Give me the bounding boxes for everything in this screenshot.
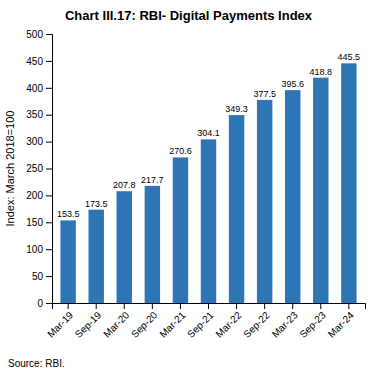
x-tick-label: Mar-24 — [326, 309, 356, 339]
data-label: 217.7 — [141, 175, 164, 185]
data-labels: 153.5 173.5 207.8 217.7 270.6 304.1 349.3 377.5… — [57, 52, 360, 219]
y-tick: 50 — [32, 271, 52, 282]
x-axis-line — [53, 304, 366, 310]
bar — [201, 139, 216, 303]
title: Chart III.17: RBI- Digital Payments Inde… — [65, 8, 313, 23]
y-axis-title: Index: March 2018=100 — [4, 111, 16, 227]
x-tick-label: Sep-21 — [185, 309, 216, 340]
y-tick-label: 250 — [26, 163, 43, 174]
x-tick: Sep-19 — [73, 303, 104, 340]
bar — [117, 191, 132, 303]
y-tick: 450 — [26, 56, 52, 67]
y-tick: 400 — [26, 83, 52, 94]
y-tick: 300 — [26, 136, 52, 147]
x-tick: Mar-23 — [270, 303, 300, 340]
y-tick-label: 200 — [26, 190, 43, 201]
chart: 153.5 173.5 207.8 217.7 270.6 304.1 349.3 377.5… — [0, 0, 377, 373]
y-tick: 100 — [26, 244, 52, 255]
x-tick-mark — [264, 303, 265, 309]
y-tick: 250 — [26, 163, 52, 174]
x-tick-mark — [208, 303, 209, 309]
data-label: 207.8 — [113, 180, 136, 190]
y-tick-label: 100 — [26, 244, 43, 255]
y-tick-label: 400 — [26, 83, 43, 94]
bar — [313, 78, 328, 303]
y-tick: 350 — [26, 109, 52, 120]
y-tick-mark — [46, 169, 52, 170]
bar — [285, 90, 300, 303]
data-label: 445.5 — [338, 52, 361, 62]
data-label: 173.5 — [85, 199, 108, 209]
x-tick: Mar-22 — [213, 303, 243, 340]
x-tick-mark — [68, 303, 69, 309]
x-tick-label: Mar-19 — [45, 309, 75, 339]
bar — [88, 210, 103, 303]
data-label: 395.6 — [281, 79, 304, 89]
x-tick-mark — [348, 303, 349, 309]
bar — [229, 115, 244, 303]
x-tick-mark — [180, 303, 181, 309]
plot: 153.5 173.5 207.8 217.7 270.6 304.1 349.3 377.5… — [26, 29, 365, 340]
y-tick-mark — [46, 195, 52, 196]
y-tick-mark — [46, 115, 52, 116]
data-label: 304.1 — [197, 128, 220, 138]
x-tick-label: Mar-23 — [270, 309, 300, 339]
bar — [145, 186, 160, 303]
bars — [60, 63, 356, 303]
source: Source: RBI. — [8, 358, 65, 369]
x-tick-label: Mar-20 — [101, 309, 131, 339]
x-tick-label: Sep-19 — [73, 309, 104, 340]
data-label: 270.6 — [169, 146, 192, 156]
x-tick: Mar-19 — [45, 303, 75, 340]
y-tick-label: 500 — [26, 29, 43, 40]
y-tick-mark — [46, 142, 52, 143]
bar — [60, 220, 75, 303]
y-axis-line — [46, 35, 53, 304]
x-tick-mark — [152, 303, 153, 309]
y-tick-label: 0 — [37, 298, 43, 309]
x-tick: Mar-24 — [326, 303, 356, 340]
x-tick: Mar-20 — [101, 303, 131, 340]
x-tick-mark — [124, 303, 125, 309]
bar — [257, 100, 272, 303]
x-tick-label: Mar-22 — [213, 309, 243, 339]
y-tick-mark — [46, 61, 52, 62]
y-tick: 150 — [26, 217, 52, 228]
x-tick-label: Sep-23 — [297, 309, 328, 340]
y-tick-mark — [46, 222, 52, 223]
y-tick: 0 — [37, 298, 52, 309]
x-tick: Sep-22 — [241, 303, 272, 340]
x-tick-mark — [236, 303, 237, 309]
x-tick-mark — [320, 303, 321, 309]
x-tick: Mar-21 — [157, 303, 187, 340]
y-tick-label: 450 — [26, 56, 43, 67]
bar — [341, 63, 356, 303]
y-tick-mark — [46, 303, 52, 304]
x-tick-label: Sep-20 — [129, 309, 160, 340]
y-tick-label: 150 — [26, 217, 43, 228]
data-label: 418.8 — [310, 67, 333, 77]
y-tick-label: 50 — [32, 271, 44, 282]
y-tick-label: 300 — [26, 136, 43, 147]
y-tick: 200 — [26, 190, 52, 201]
x-tick: Sep-21 — [185, 303, 216, 340]
data-label: 377.5 — [253, 89, 276, 99]
y-tick-mark — [46, 249, 52, 250]
x-tick: Sep-23 — [297, 303, 328, 340]
y-tick: 500 — [26, 29, 52, 40]
y-tick-label: 350 — [26, 109, 43, 120]
data-label: 349.3 — [225, 104, 248, 114]
bar — [173, 157, 188, 303]
y-tick-mark — [46, 88, 52, 89]
x-tick-mark — [292, 303, 293, 309]
x-tick-label: Sep-22 — [241, 309, 272, 340]
x-tick-label: Mar-21 — [157, 309, 187, 339]
x-axis: Mar-19Sep-19Mar-20Sep-20Mar-21Sep-21Mar-… — [45, 303, 365, 340]
y-tick-mark — [46, 34, 52, 35]
x-tick-mark — [96, 303, 97, 309]
x-tick: Sep-20 — [129, 303, 160, 340]
y-tick-mark — [46, 276, 52, 277]
data-label: 153.5 — [57, 209, 80, 219]
y-axis: 0 50 100 150 200 250 300 350 400 450 500 — [26, 29, 52, 309]
